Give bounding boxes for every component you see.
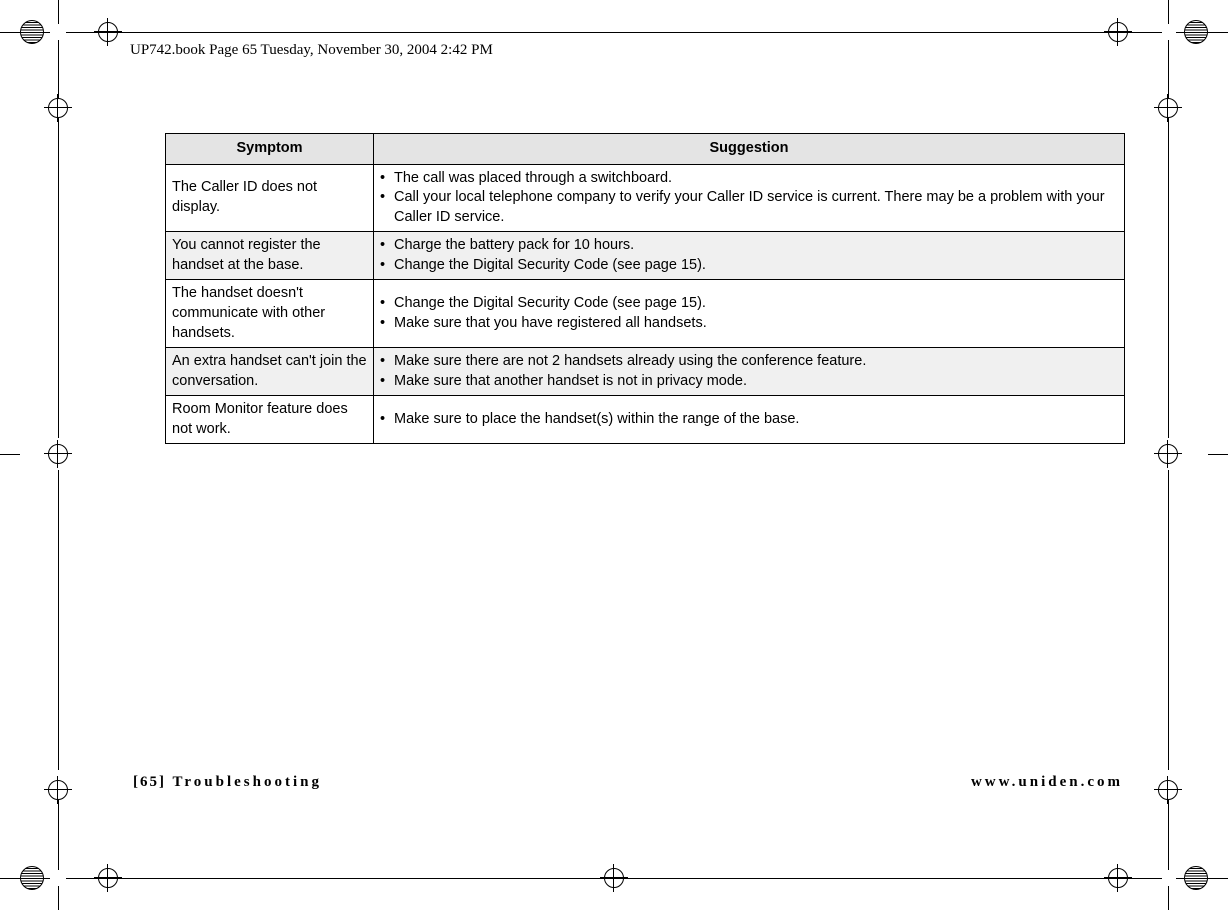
crop-mark xyxy=(1168,886,1169,910)
col-header-suggestion: Suggestion xyxy=(374,134,1125,165)
crop-mark xyxy=(58,0,59,24)
suggestion-item: Charge the battery pack for 10 hours. xyxy=(380,236,1118,256)
registration-mark xyxy=(1154,776,1182,804)
crop-mark xyxy=(58,40,59,98)
registration-mark xyxy=(1154,440,1182,468)
suggestion-cell: Change the Digital Security Code (see pa… xyxy=(374,280,1125,348)
troubleshooting-table: Symptom Suggestion The Caller ID does no… xyxy=(165,133,1125,444)
footer-url: www.uniden.com xyxy=(971,774,1123,791)
suggestion-item: Make sure that another handset is not in… xyxy=(380,372,1118,392)
suggestion-item: Make sure to place the handset(s) within… xyxy=(380,410,1118,430)
footer-left: [65] Troubleshooting xyxy=(133,774,322,791)
crop-mark xyxy=(1168,0,1169,24)
crop-mark xyxy=(1208,454,1228,455)
registration-mark xyxy=(1104,18,1132,46)
table-row: Room Monitor feature does not work. Make … xyxy=(166,396,1125,444)
table-row: The Caller ID does not display. The call … xyxy=(166,164,1125,232)
suggestion-cell: Make sure to place the handset(s) within… xyxy=(374,396,1125,444)
suggestion-item: Make sure that you have registered all h… xyxy=(380,314,1118,334)
symptom-cell: The handset doesn't communicate with oth… xyxy=(166,280,374,348)
table-header-row: Symptom Suggestion xyxy=(166,134,1125,165)
suggestion-list: Charge the battery pack for 10 hours.Cha… xyxy=(380,236,1118,275)
crop-mark xyxy=(1168,40,1169,98)
registration-mark xyxy=(1154,94,1182,122)
suggestion-item: Make sure there are not 2 handsets alrea… xyxy=(380,352,1118,372)
suggestion-list: Make sure to place the handset(s) within… xyxy=(380,410,1118,430)
registration-mark xyxy=(94,18,122,46)
symptom-cell: The Caller ID does not display. xyxy=(166,164,374,232)
suggestion-list: The call was placed through a switchboar… xyxy=(380,169,1118,228)
suggestion-list: Make sure there are not 2 handsets alrea… xyxy=(380,352,1118,391)
suggestion-item: Call your local telephone company to ver… xyxy=(380,188,1118,227)
suggestion-item: The call was placed through a switchboar… xyxy=(380,169,1118,189)
crop-mark xyxy=(58,886,59,910)
registration-mark xyxy=(1104,864,1132,892)
suggestion-cell: Make sure there are not 2 handsets alrea… xyxy=(374,348,1125,396)
suggestion-item: Change the Digital Security Code (see pa… xyxy=(380,256,1118,276)
suggestion-list: Change the Digital Security Code (see pa… xyxy=(380,294,1118,333)
table-row: The handset doesn't communicate with oth… xyxy=(166,280,1125,348)
crop-mark xyxy=(58,470,59,770)
crop-mark xyxy=(66,32,1162,33)
registration-mark xyxy=(44,440,72,468)
suggestion-cell: The call was placed through a switchboar… xyxy=(374,164,1125,232)
table-row: An extra handset can't join the conversa… xyxy=(166,348,1125,396)
crop-mark xyxy=(1168,470,1169,770)
crop-mark xyxy=(58,118,59,438)
print-hatch-mark xyxy=(20,866,44,890)
footer-section-title: Troubleshooting xyxy=(172,774,321,790)
symptom-cell: An extra handset can't join the conversa… xyxy=(166,348,374,396)
symptom-cell: Room Monitor feature does not work. xyxy=(166,396,374,444)
suggestion-cell: Charge the battery pack for 10 hours.Cha… xyxy=(374,232,1125,280)
registration-mark xyxy=(44,94,72,122)
registration-mark xyxy=(44,776,72,804)
col-header-symptom: Symptom xyxy=(166,134,374,165)
crop-mark xyxy=(58,800,59,870)
document-meta-line: UP742.book Page 65 Tuesday, November 30,… xyxy=(130,42,493,59)
suggestion-item: Change the Digital Security Code (see pa… xyxy=(380,294,1118,314)
symptom-cell: You cannot register the handset at the b… xyxy=(166,232,374,280)
registration-mark xyxy=(600,864,628,892)
footer-page-number: [65] xyxy=(133,774,166,790)
registration-mark xyxy=(94,864,122,892)
crop-mark xyxy=(0,454,20,455)
print-hatch-mark xyxy=(1184,20,1208,44)
crop-mark xyxy=(1168,118,1169,438)
page-footer: [65] Troubleshooting www.uniden.com xyxy=(133,774,1123,791)
print-hatch-mark xyxy=(1184,866,1208,890)
print-hatch-mark xyxy=(20,20,44,44)
table-row: You cannot register the handset at the b… xyxy=(166,232,1125,280)
page-content: Symptom Suggestion The Caller ID does no… xyxy=(165,133,1125,444)
crop-mark xyxy=(1168,800,1169,870)
